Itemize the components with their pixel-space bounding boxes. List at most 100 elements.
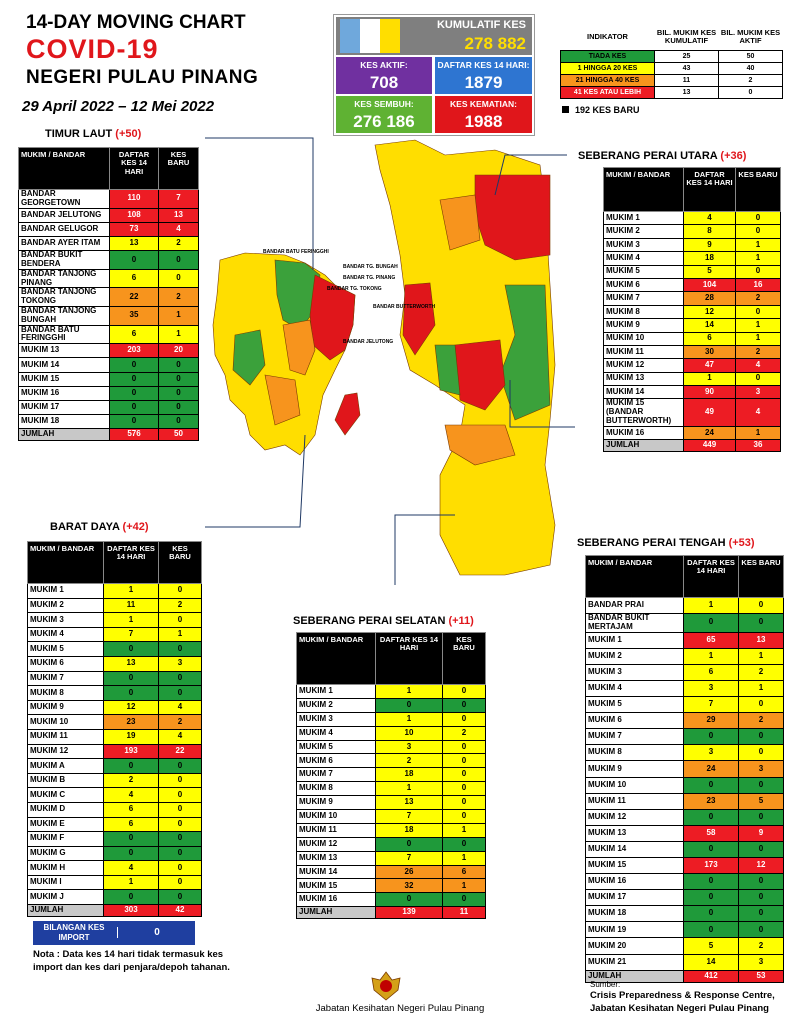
cases-14d: 7 bbox=[375, 850, 443, 866]
table-row: MUKIM 15 173 12 bbox=[585, 856, 784, 875]
cases-14d: 1 bbox=[103, 874, 159, 891]
table-header: MUKIM / BANDAR DAFTAR KES 14 HARI KES BARU bbox=[27, 541, 202, 584]
map-label: BANDAR TG. PINANG bbox=[343, 275, 395, 281]
region-delta: (+11) bbox=[448, 615, 474, 627]
mukim-name: MUKIM C bbox=[27, 787, 104, 803]
table-row: MUKIM 10 23 2 bbox=[27, 714, 202, 730]
cases-14d: 104 bbox=[683, 277, 736, 293]
table-row: MUKIM 12 0 0 bbox=[296, 836, 486, 852]
mukim-name: BANDAR AYER ITAM bbox=[18, 235, 110, 252]
mukim-name: MUKIM 13 bbox=[585, 824, 684, 842]
indicator-count: 0 bbox=[718, 86, 783, 99]
new-cases: 0 bbox=[738, 596, 784, 615]
mukim-name: MUKIM 2 bbox=[603, 224, 684, 239]
mukim-name: BANDAR TANJONG PINANG bbox=[18, 268, 110, 289]
new-cases: 0 bbox=[442, 767, 486, 783]
cases-14d: 23 bbox=[683, 792, 739, 810]
new-cases: 0 bbox=[735, 224, 781, 239]
new-cases: 16 bbox=[735, 277, 781, 293]
region-delta: (+42) bbox=[122, 521, 149, 533]
cases-14d: 4 bbox=[683, 210, 736, 226]
header-cell: KES BARU bbox=[735, 167, 781, 212]
total-label: JUMLAH bbox=[585, 969, 684, 983]
indicator-header-cell: INDIKATOR bbox=[587, 31, 628, 41]
total-label: JUMLAH bbox=[296, 906, 376, 920]
new-cases: 0 bbox=[738, 873, 784, 891]
new-cases: 1 bbox=[158, 305, 199, 326]
total-label: JUMLAH bbox=[27, 904, 104, 918]
table-row: MUKIM 9 13 0 bbox=[296, 795, 486, 811]
total-label: JUMLAH bbox=[18, 428, 110, 442]
cases-14d: 6 bbox=[109, 268, 159, 289]
import-box: BILANGAN KES IMPORT 0 bbox=[33, 921, 195, 945]
date-range: 29 April 2022 – 12 Mei 2022 bbox=[22, 98, 215, 115]
header-cell: DAFTAR KES 14 HARI bbox=[683, 555, 739, 598]
cases-14d: 108 bbox=[109, 207, 159, 223]
mukim-name: MUKIM B bbox=[27, 772, 104, 789]
mukim-name: MUKIM A bbox=[27, 758, 104, 774]
mukim-name: BANDAR TANJONG TOKONG bbox=[18, 287, 110, 307]
new-cases: 0 bbox=[442, 711, 486, 727]
deaths-value: 1988 bbox=[464, 112, 503, 131]
mukim-name: MUKIM 2 bbox=[585, 647, 684, 665]
region-table: MUKIM / BANDAR DAFTAR KES 14 HARI KES BARU… bbox=[27, 541, 202, 918]
region-name: SEBERANG PERAI TENGAH bbox=[577, 537, 726, 549]
cases-14d: 35 bbox=[109, 305, 159, 326]
deaths-box: KES KEMATIAN: 1988 bbox=[435, 96, 532, 133]
total-value: 11 bbox=[442, 906, 486, 920]
table-header: MUKIM / BANDAR DAFTAR KES 14 HARI KES BARU bbox=[585, 555, 784, 598]
new-cases: 0 bbox=[158, 357, 199, 373]
indicator-label: TIADA KES bbox=[560, 50, 655, 63]
cases-14d: 0 bbox=[109, 414, 159, 430]
cases-14d: 0 bbox=[683, 808, 739, 826]
new-cases: 9 bbox=[738, 824, 784, 842]
cases-14d: 14 bbox=[683, 318, 736, 333]
cases-14d: 12 bbox=[103, 699, 159, 716]
recovered-value: 276 186 bbox=[353, 112, 415, 131]
cases-14d: 0 bbox=[109, 357, 159, 373]
new-cases: 0 bbox=[738, 613, 784, 633]
new-cases: 0 bbox=[442, 836, 486, 852]
cases-14d: 0 bbox=[103, 758, 159, 774]
flag bbox=[340, 19, 400, 53]
total-row: JUMLAH 576 50 bbox=[18, 428, 199, 442]
cases-14d: 49 bbox=[683, 398, 736, 427]
mukim-name: MUKIM 18 bbox=[18, 414, 110, 430]
table-row: MUKIM 6 13 3 bbox=[27, 655, 202, 672]
region-table: MUKIM / BANDAR DAFTAR KES 14 HARI KES BARU… bbox=[603, 167, 781, 453]
import-value: 0 bbox=[117, 927, 196, 938]
mukim-name: MUKIM 8 bbox=[585, 744, 684, 762]
new-cases: 13 bbox=[158, 207, 199, 223]
mukim-name: MUKIM G bbox=[27, 845, 104, 862]
note: Nota : Data kes 14 hari tidak termasuk k… bbox=[33, 949, 230, 973]
mukim-name: MUKIM J bbox=[27, 889, 104, 906]
indicator-label: 21 HINGGA 40 KES bbox=[560, 74, 655, 87]
cases-14d: 193 bbox=[103, 743, 159, 760]
new-cases: 4 bbox=[158, 221, 199, 237]
mukim-name: BANDAR BUKIT MERTAJAM bbox=[585, 613, 684, 633]
mukim-name: MUKIM 16 bbox=[18, 385, 110, 401]
table-row: MUKIM 16 0 0 bbox=[18, 385, 199, 401]
cases-14d: 8 bbox=[683, 224, 736, 239]
table-row: MUKIM 4 18 1 bbox=[603, 251, 781, 266]
table-header: MUKIM / BANDAR DAFTAR KES 14 HARI KES BARU bbox=[18, 147, 199, 190]
map-label: BANDAR TG. BUNGAH bbox=[343, 264, 398, 270]
indicator-header: INDIKATOR BIL. MUKIM KES KUMULATIF BIL. MU… bbox=[561, 24, 783, 51]
table-row: MUKIM 13 1 0 bbox=[603, 371, 781, 387]
new-cases: 0 bbox=[158, 268, 199, 289]
cumulative-label: KUMULATIF KES bbox=[436, 19, 526, 31]
mukim-name: MUKIM 9 bbox=[603, 318, 684, 333]
region-delta: (+36) bbox=[720, 150, 747, 162]
cases-14d: 10 bbox=[375, 725, 443, 741]
new-cases: 1 bbox=[735, 331, 781, 346]
